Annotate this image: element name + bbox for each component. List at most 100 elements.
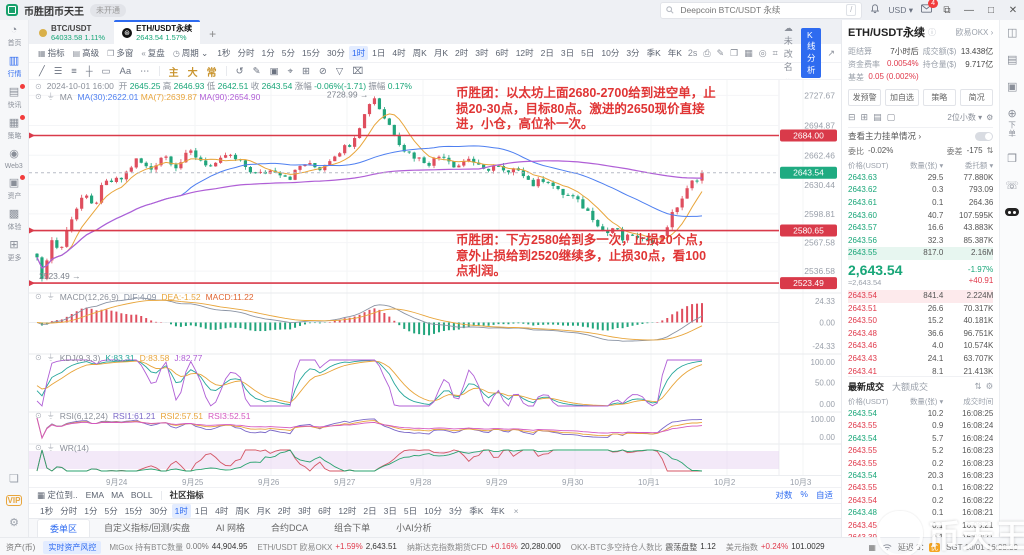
timeframe-4时[interactable]: 4时: [215, 505, 229, 516]
timeframe-年K[interactable]: 年K: [667, 48, 682, 58]
sort-icon[interactable]: ⇅: [986, 146, 994, 155]
button-加自选[interactable]: 加自选: [885, 89, 919, 106]
bottom-tab-1[interactable]: 自定义指标/回测/实盘: [104, 523, 191, 534]
qr-icon[interactable]: ▦: [868, 542, 876, 552]
sidebar-item-markets[interactable]: ▥ 行情: [0, 55, 28, 79]
settings-gear-icon[interactable]: ⚙: [9, 517, 19, 529]
timeframe-分时[interactable]: 分时: [237, 48, 255, 58]
study-EMA[interactable]: EMA: [85, 490, 105, 501]
decimals-selector[interactable]: 2位小数 ▾: [947, 113, 983, 122]
trade-tab-1[interactable]: 大额成交: [892, 382, 929, 392]
trade-sort-icon[interactable]: ⇅: [974, 381, 982, 391]
book-layout-both-icon[interactable]: ⊟: [848, 112, 856, 122]
book-header[interactable]: 价格(USDT): [848, 161, 889, 170]
common-button[interactable]: 常: [206, 67, 217, 79]
close-timeframe-icon[interactable]: ×: [513, 505, 519, 516]
sidebar-item-more[interactable]: ⊞ 更多: [0, 239, 28, 263]
collapse-icon[interactable]: ⊙: [35, 353, 42, 363]
timeframe-分时[interactable]: 分时: [60, 505, 78, 516]
scale-%[interactable]: %: [800, 489, 808, 500]
timeframe-年K[interactable]: 年K: [490, 505, 505, 516]
trade-header[interactable]: 数量(张) ▾: [909, 397, 944, 406]
fullscreen-icon[interactable]: ⌗: [772, 47, 778, 58]
timeframe-5日[interactable]: 5日: [581, 48, 595, 58]
sidebar-item-news[interactable]: ▤ 快讯: [0, 84, 28, 110]
collapse-icon[interactable]: ⊙: [35, 81, 42, 91]
collapse-icon[interactable]: ⊙: [35, 92, 42, 102]
timeframe-1日[interactable]: 1日: [372, 48, 386, 58]
add-tab-button[interactable]: +: [209, 27, 217, 41]
timeframe-季K[interactable]: 季K: [469, 505, 484, 516]
book-row[interactable]: 2643.50 15.2 40.181K: [848, 316, 994, 326]
risk-control-pill[interactable]: 实时资产风控: [43, 540, 102, 554]
button-简况[interactable]: 简况: [959, 89, 994, 106]
pin-scale-icon[interactable]: ▦ 定位到..: [37, 490, 78, 501]
bell-icon[interactable]: [870, 3, 880, 17]
trade-header[interactable]: 成交时间: [963, 397, 994, 406]
hide-icon[interactable]: ⊘: [318, 65, 327, 77]
filter-icon[interactable]: ▽: [335, 65, 344, 77]
book-layout-deep-icon[interactable]: ▢: [886, 112, 896, 122]
timeframe-5分[interactable]: 5分: [281, 48, 295, 58]
scale-自适[interactable]: 自适: [815, 490, 833, 501]
kline-analysis-button[interactable]: K线分析: [800, 28, 822, 78]
book-row[interactable]: 2643.46 4.0 10.574K: [848, 341, 994, 351]
book-settings-icon[interactable]: ⚙: [986, 113, 994, 122]
timeframe-1时[interactable]: 1时: [348, 46, 369, 60]
book-row[interactable]: 2643.55 817.0 2.16M: [848, 247, 994, 260]
main-orders-link[interactable]: 查看主力挂单情况 ›: [848, 131, 922, 141]
main-orders-toggle[interactable]: [975, 131, 994, 141]
pitchfork-icon[interactable]: ≡: [71, 65, 77, 77]
orderbook-icon[interactable]: ▤: [1006, 54, 1018, 66]
alert-bell-icon[interactable]: ⏚: [46, 353, 55, 363]
menu-指标[interactable]: ▦ 指标: [35, 47, 68, 59]
timeframe-1时[interactable]: 1时: [171, 503, 191, 518]
trade-tab-0[interactable]: 最新成交: [848, 382, 885, 392]
share-icon[interactable]: ↗: [827, 47, 835, 58]
book-row[interactable]: 2643.63 29.5 77.880K: [848, 172, 994, 182]
trendline-icon[interactable]: ╱: [39, 65, 45, 77]
timeframe-2日[interactable]: 2日: [363, 505, 377, 516]
sidebar-item-strategy[interactable]: ▦ 策略: [0, 115, 28, 141]
bottom-tab-4[interactable]: 组合下单: [334, 523, 371, 534]
timeframe-4时[interactable]: 4时: [392, 48, 406, 58]
bottom-tab-2[interactable]: AI 网格: [216, 523, 246, 534]
timeframe-月K[interactable]: 月K: [433, 48, 448, 58]
brush-icon[interactable]: ✎: [252, 65, 261, 77]
button-发预警[interactable]: 发预警: [848, 89, 882, 106]
vip-icon[interactable]: VIP: [5, 495, 23, 506]
collapse-icon[interactable]: ⊙: [35, 443, 42, 453]
main-chart-button[interactable]: 主: [168, 67, 179, 79]
timeframe-3时[interactable]: 3时: [475, 48, 489, 58]
book-row[interactable]: 2643.56 32.3 85.387K: [848, 235, 994, 245]
timeframe-2时[interactable]: 2时: [454, 48, 469, 58]
book-row[interactable]: 2643.41 8.1 21.413K: [848, 366, 994, 376]
book-layout-asks-icon[interactable]: ⊞: [860, 112, 869, 122]
timeframe-3日[interactable]: 3日: [560, 48, 575, 58]
trade-header[interactable]: 价格(USDT): [848, 397, 889, 406]
collapse-icon[interactable]: ⊙: [35, 411, 42, 421]
minimize-button[interactable]: —: [964, 4, 974, 16]
timeframe-月K[interactable]: 月K: [256, 505, 271, 516]
timeframe-30分[interactable]: 30分: [326, 48, 345, 58]
book-header[interactable]: 数量(张) ▾: [909, 161, 944, 170]
timeframe-1秒[interactable]: 1秒: [217, 48, 231, 58]
book-header[interactable]: 委托额 ▾: [964, 161, 994, 170]
button-策略[interactable]: 策略: [922, 89, 956, 106]
timeframe-10分[interactable]: 10分: [424, 505, 443, 516]
grid-icon[interactable]: ▦: [744, 47, 753, 58]
timeframe-周K[interactable]: 周K: [412, 48, 427, 58]
alert-bell-icon[interactable]: ⏚: [46, 443, 55, 453]
timeframe-5分[interactable]: 5分: [104, 505, 118, 516]
chart-area[interactable]: 2727.67 2694.87 2662.46 2630.44 2598.81 2567.…: [29, 80, 841, 476]
book-row[interactable]: 2643.60 40.7 107.595K: [848, 210, 994, 220]
study-BOLL[interactable]: BOLL: [130, 490, 153, 501]
timeframe-3时[interactable]: 3时: [297, 505, 312, 516]
book-row[interactable]: 2643.62 0.3 793.09: [848, 185, 994, 195]
timeframe-30分[interactable]: 30分: [149, 505, 168, 516]
book-row[interactable]: 2643.48 36.6 96.751K: [848, 328, 994, 338]
sidebar-item-web3[interactable]: ◉ Web3: [0, 148, 28, 170]
timeframe-1分[interactable]: 1分: [84, 505, 98, 516]
exchange-link[interactable]: 欧易OKX ›: [955, 27, 994, 37]
timeframe-5日[interactable]: 5日: [403, 505, 418, 516]
